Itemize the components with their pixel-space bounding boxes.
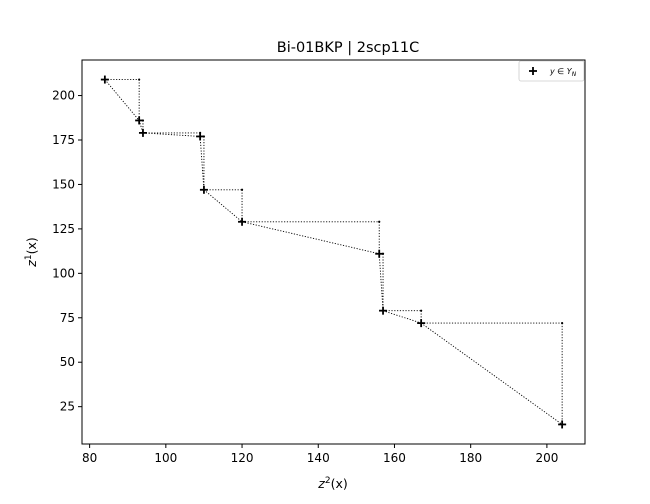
y-axis-label-rest: (x) [24, 237, 39, 254]
x-tick-label: 120 [231, 451, 254, 465]
data-point [379, 306, 388, 315]
y-tick-label: 50 [60, 355, 75, 369]
y-tick-label: 175 [52, 133, 75, 147]
legend-box [518, 60, 585, 82]
x-axis-label-rest: (x) [331, 476, 348, 491]
y-tick-label: 25 [60, 400, 75, 414]
x-ticks: 80 100 120 140 160 180 200 [82, 444, 558, 465]
data-point [238, 217, 247, 226]
y-tick-label: 150 [52, 177, 75, 191]
diagonal-link-segment [199, 136, 205, 190]
corner-point [138, 78, 141, 81]
x-tick-label: 200 [535, 451, 558, 465]
corner-point [378, 220, 381, 223]
y-tick-label: 100 [52, 266, 75, 280]
plot-content [100, 75, 567, 429]
corner-point [240, 188, 244, 191]
diagonal-link-segment [142, 132, 201, 137]
x-axis-label-base: z [317, 476, 325, 491]
plot-frame [81, 59, 586, 445]
data-point [417, 319, 426, 328]
diagonal-link-segment [203, 189, 243, 223]
x-tick-label: 160 [383, 451, 406, 465]
data-point [196, 132, 205, 141]
diagonal-link-segment [241, 221, 380, 255]
x-axis-label-sup: 2 [325, 476, 331, 486]
diagonal-link-segment [138, 120, 144, 134]
legend: y ∈ YN [518, 60, 585, 82]
data-point [100, 75, 109, 84]
legend-label: y ∈ YN [549, 67, 577, 78]
y-axis-label: z1(x) [24, 237, 39, 267]
diagonal-link-segment [382, 310, 422, 324]
data-point [375, 249, 384, 258]
y-axis-label-base: z [24, 260, 39, 268]
y-ticks: 25 50 75 100 125 150 175 200 [52, 89, 82, 414]
y-tick-label: 75 [60, 311, 75, 325]
data-point [558, 420, 567, 429]
y-axis-label-sup: 1 [24, 254, 34, 260]
diagonal-link-segment [104, 79, 140, 121]
y-tick-label: 125 [52, 222, 75, 236]
y-tick-label: 200 [52, 89, 75, 103]
data-point [199, 185, 208, 194]
svg-text:z2(x): z2(x) [317, 476, 347, 491]
corner-point [561, 322, 564, 325]
x-tick-label: 140 [307, 451, 330, 465]
x-axis-label: z2(x) [317, 476, 347, 491]
x-tick-label: 100 [154, 451, 177, 465]
legend-marker [529, 67, 537, 75]
x-tick-label: 80 [82, 451, 97, 465]
svg-text:z1(x): z1(x) [24, 237, 39, 267]
corner-point [420, 309, 423, 312]
chart-title: Bi-01BKP | 2scp11C [277, 40, 420, 56]
data-point [135, 116, 144, 125]
diagonal-link-segment [378, 253, 384, 311]
x-tick-label: 180 [459, 451, 482, 465]
data-point [138, 128, 147, 137]
diagonal-link-segment [420, 322, 563, 425]
